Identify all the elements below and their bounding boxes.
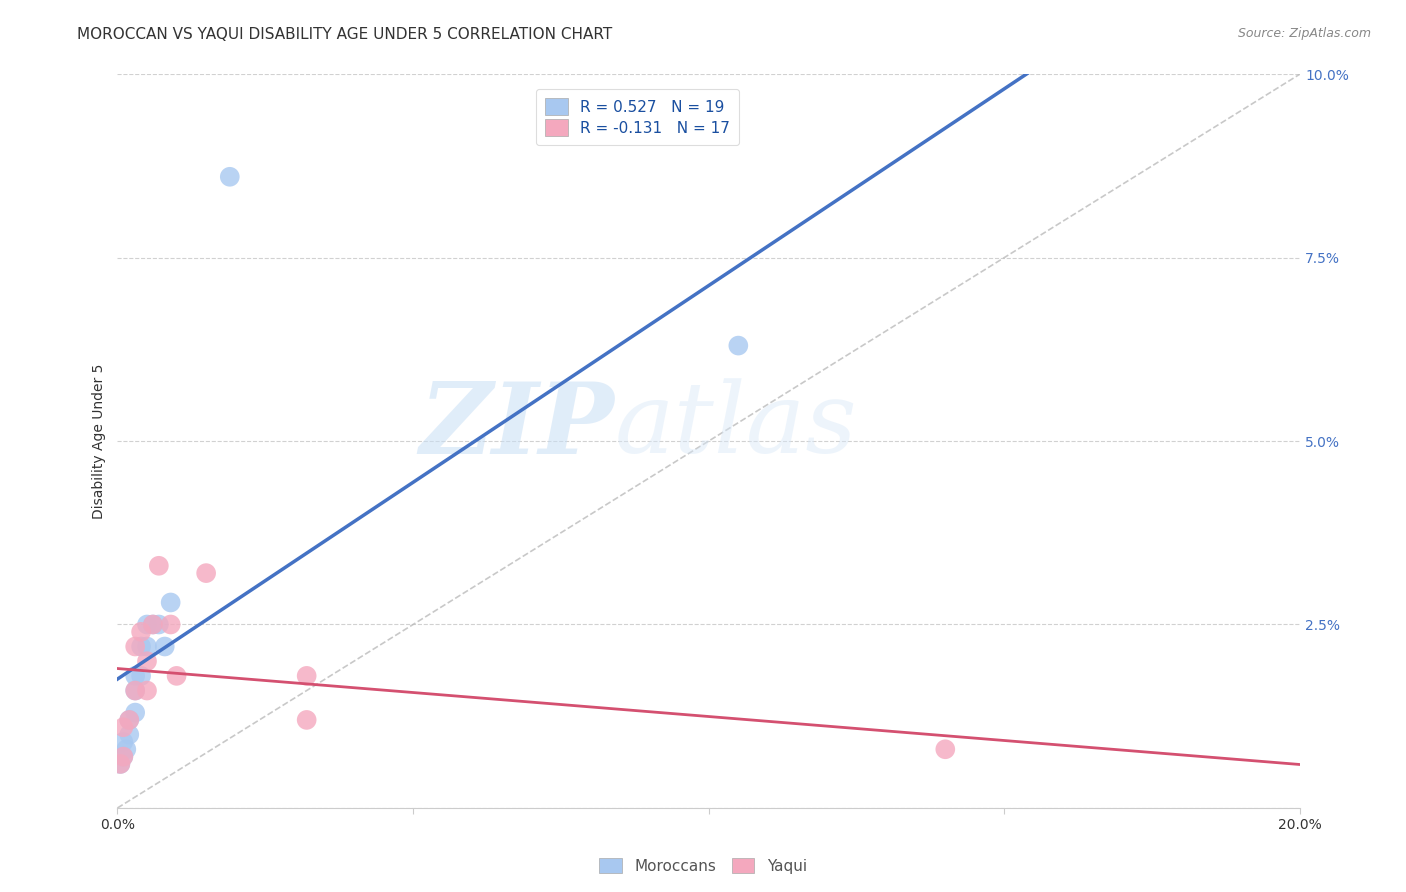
Point [153, 640, 176, 654]
Point [148, 558, 170, 573]
Point [110, 756, 132, 771]
Point [148, 617, 170, 632]
Point [112, 720, 135, 734]
Point [934, 742, 956, 756]
Point [124, 706, 146, 720]
Text: ZIP: ZIP [419, 378, 614, 475]
Point [727, 338, 749, 352]
Point [124, 640, 146, 654]
Point [118, 713, 141, 727]
Point [136, 617, 159, 632]
Legend: R = 0.527   N = 19, R = -0.131   N = 17: R = 0.527 N = 19, R = -0.131 N = 17 [536, 89, 740, 145]
Legend: Moroccans, Yaqui: Moroccans, Yaqui [593, 852, 813, 880]
Point [118, 713, 141, 727]
Point [166, 669, 188, 683]
Point [112, 749, 135, 764]
Point [124, 669, 146, 683]
Point [142, 617, 165, 632]
Point [129, 624, 152, 639]
Point [110, 756, 132, 771]
Point [295, 713, 318, 727]
Point [142, 617, 165, 632]
Text: Source: ZipAtlas.com: Source: ZipAtlas.com [1237, 27, 1371, 40]
Point [129, 669, 152, 683]
Point [129, 640, 152, 654]
Text: MOROCCAN VS YAQUI DISABILITY AGE UNDER 5 CORRELATION CHART: MOROCCAN VS YAQUI DISABILITY AGE UNDER 5… [77, 27, 613, 42]
Point [115, 742, 138, 756]
Text: atlas: atlas [614, 379, 856, 474]
Point [295, 669, 318, 683]
Point [136, 640, 159, 654]
Point [218, 169, 240, 184]
Point [124, 683, 146, 698]
Y-axis label: Disability Age Under 5: Disability Age Under 5 [93, 363, 107, 518]
Point [159, 617, 181, 632]
Point [195, 566, 218, 581]
Point [124, 683, 146, 698]
Point [118, 728, 141, 742]
Point [112, 735, 135, 749]
Point [136, 683, 159, 698]
Point [136, 654, 159, 668]
Point [112, 749, 135, 764]
Point [159, 595, 181, 609]
